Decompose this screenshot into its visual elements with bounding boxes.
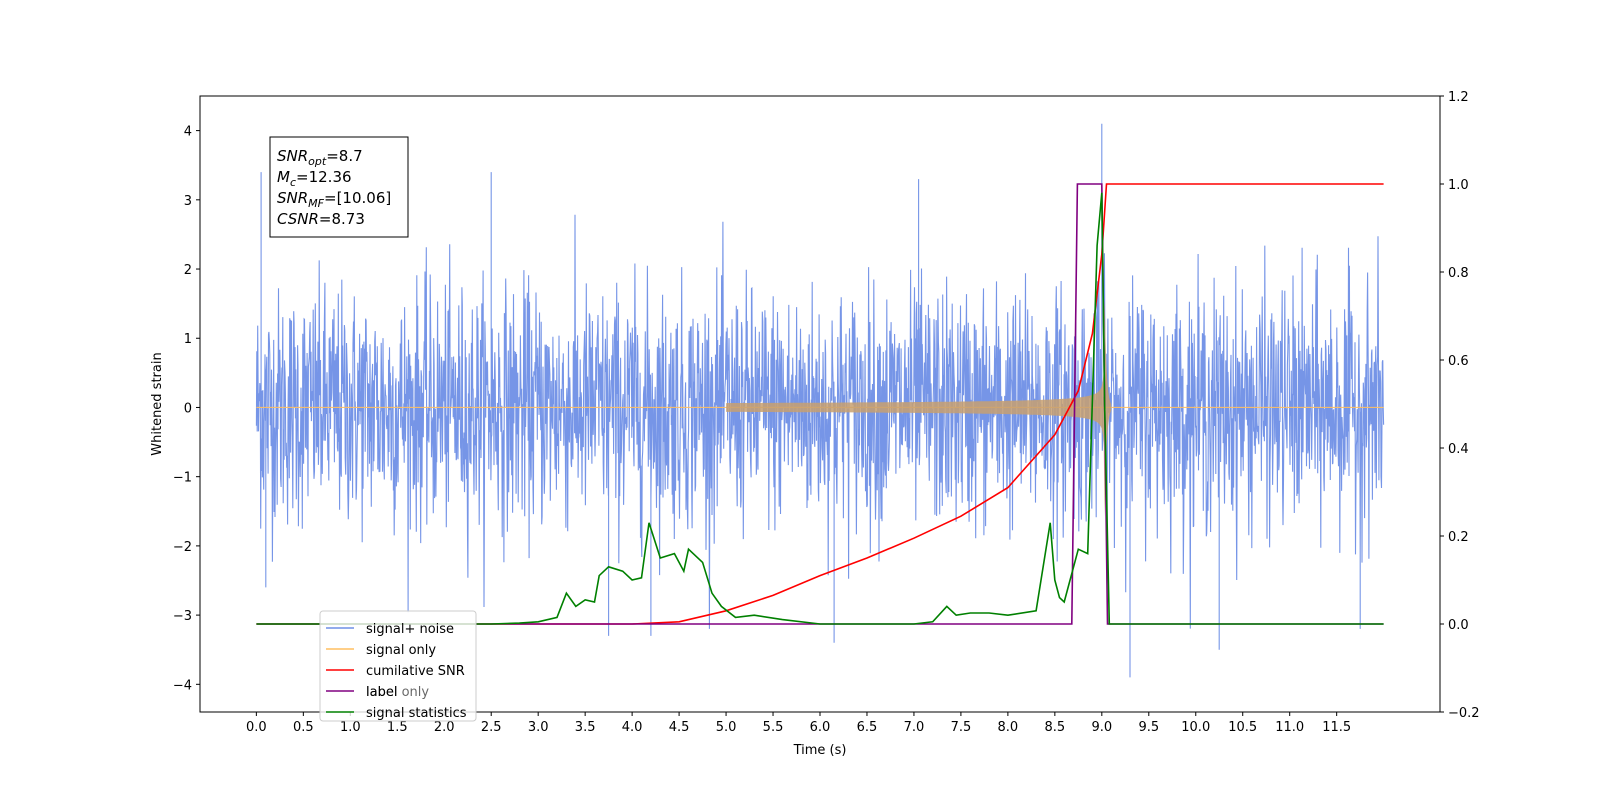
y2-tick-label: −0.2 [1448, 706, 1480, 721]
signal-noise-line [255, 123, 1385, 678]
x-tick-label: 0.0 [246, 720, 267, 735]
y2-tick-label: 1.2 [1448, 90, 1469, 105]
annotation-line: SNRopt=8.7 [277, 147, 363, 168]
legend-entry: label [366, 685, 397, 700]
signal-statistics-line [256, 192, 1384, 625]
annotation-line: SNRMF=[10.06] [277, 189, 391, 210]
y-tick-label: −2 [173, 540, 192, 555]
x-tick-label: 11.5 [1322, 720, 1351, 735]
x-tick-label: 8.0 [998, 720, 1019, 735]
annotation-line: Mc=12.36 [277, 168, 352, 189]
y2-tick-label: 0.2 [1448, 530, 1469, 545]
signal-only-envelope [726, 298, 1112, 517]
legend-entry: signal statistics [366, 706, 467, 721]
y-axis-label: Whitened strain [150, 352, 165, 455]
x-tick-label: 3.5 [575, 720, 596, 735]
legend-entry: cumilative SNR [366, 664, 465, 679]
x-tick-label: 11.0 [1275, 720, 1304, 735]
y-tick-label: 4 [184, 125, 192, 140]
y-tick-label: −4 [173, 678, 192, 693]
x-tick-label: 4.0 [622, 720, 643, 735]
x-tick-label: 1.0 [340, 720, 361, 735]
x-tick-label: 5.0 [716, 720, 737, 735]
y2-axis-ticks: −0.2 0.0 0.2 0.4 0.6 0.8 1.0 1.2 [1440, 90, 1480, 721]
x-axis-ticks: 0.0 0.5 1.0 1.5 2.0 2.5 3.0 3.5 4.0 4.5 5.0 5.5 6.0 6… [246, 712, 1351, 735]
y-tick-label: 0 [184, 401, 192, 416]
y-tick-label: −1 [173, 471, 192, 486]
x-axis-label: Time (s) [793, 743, 847, 758]
x-tick-label: 0.5 [293, 720, 314, 735]
legend: signal+ noise signal only cumilative SNR la… [319, 610, 477, 722]
y2-tick-label: 0.8 [1448, 266, 1469, 281]
x-tick-label: 6.5 [857, 720, 878, 735]
right-axis-series [256, 183, 1384, 625]
y-axis-ticks: −4 −3 −2 −1 0 1 2 3 4 [173, 125, 200, 693]
x-tick-label: 7.5 [951, 720, 972, 735]
annotation-line: CSNR=8.73 [277, 210, 365, 228]
x-tick-label: 10.5 [1228, 720, 1257, 735]
x-tick-label: 9.5 [1138, 720, 1159, 735]
legend-entry: label only [366, 685, 429, 700]
x-tick-label: 5.5 [763, 720, 784, 735]
x-tick-label: 10.0 [1181, 720, 1210, 735]
y2-tick-label: 0.0 [1448, 618, 1469, 633]
x-tick-label: 8.5 [1045, 720, 1066, 735]
y2-tick-label: 1.0 [1448, 178, 1469, 193]
x-tick-label: 4.5 [669, 720, 690, 735]
x-tick-label: 3.0 [528, 720, 549, 735]
y2-tick-label: 0.6 [1448, 354, 1469, 369]
y-tick-label: −3 [173, 609, 192, 624]
x-tick-label: 2.0 [434, 720, 455, 735]
cumilative-snr-line [256, 183, 1384, 625]
annotation-border [269, 136, 409, 238]
legend-entry: signal+ noise [366, 622, 454, 637]
y-tick-label: 1 [184, 332, 192, 347]
signal-only-series [256, 298, 1384, 517]
y-tick-label: 3 [184, 194, 192, 209]
y2-tick-label: 0.4 [1448, 442, 1469, 457]
legend-frame [319, 610, 477, 722]
legend-entry: signal only [366, 643, 436, 658]
x-tick-label: 9.0 [1091, 720, 1112, 735]
x-tick-label: 7.0 [904, 720, 925, 735]
x-tick-label: 6.0 [810, 720, 831, 735]
y-tick-label: 2 [184, 263, 192, 278]
signal-noise-series [255, 123, 1385, 678]
x-tick-label: 2.5 [481, 720, 502, 735]
x-tick-label: 1.5 [387, 720, 408, 735]
